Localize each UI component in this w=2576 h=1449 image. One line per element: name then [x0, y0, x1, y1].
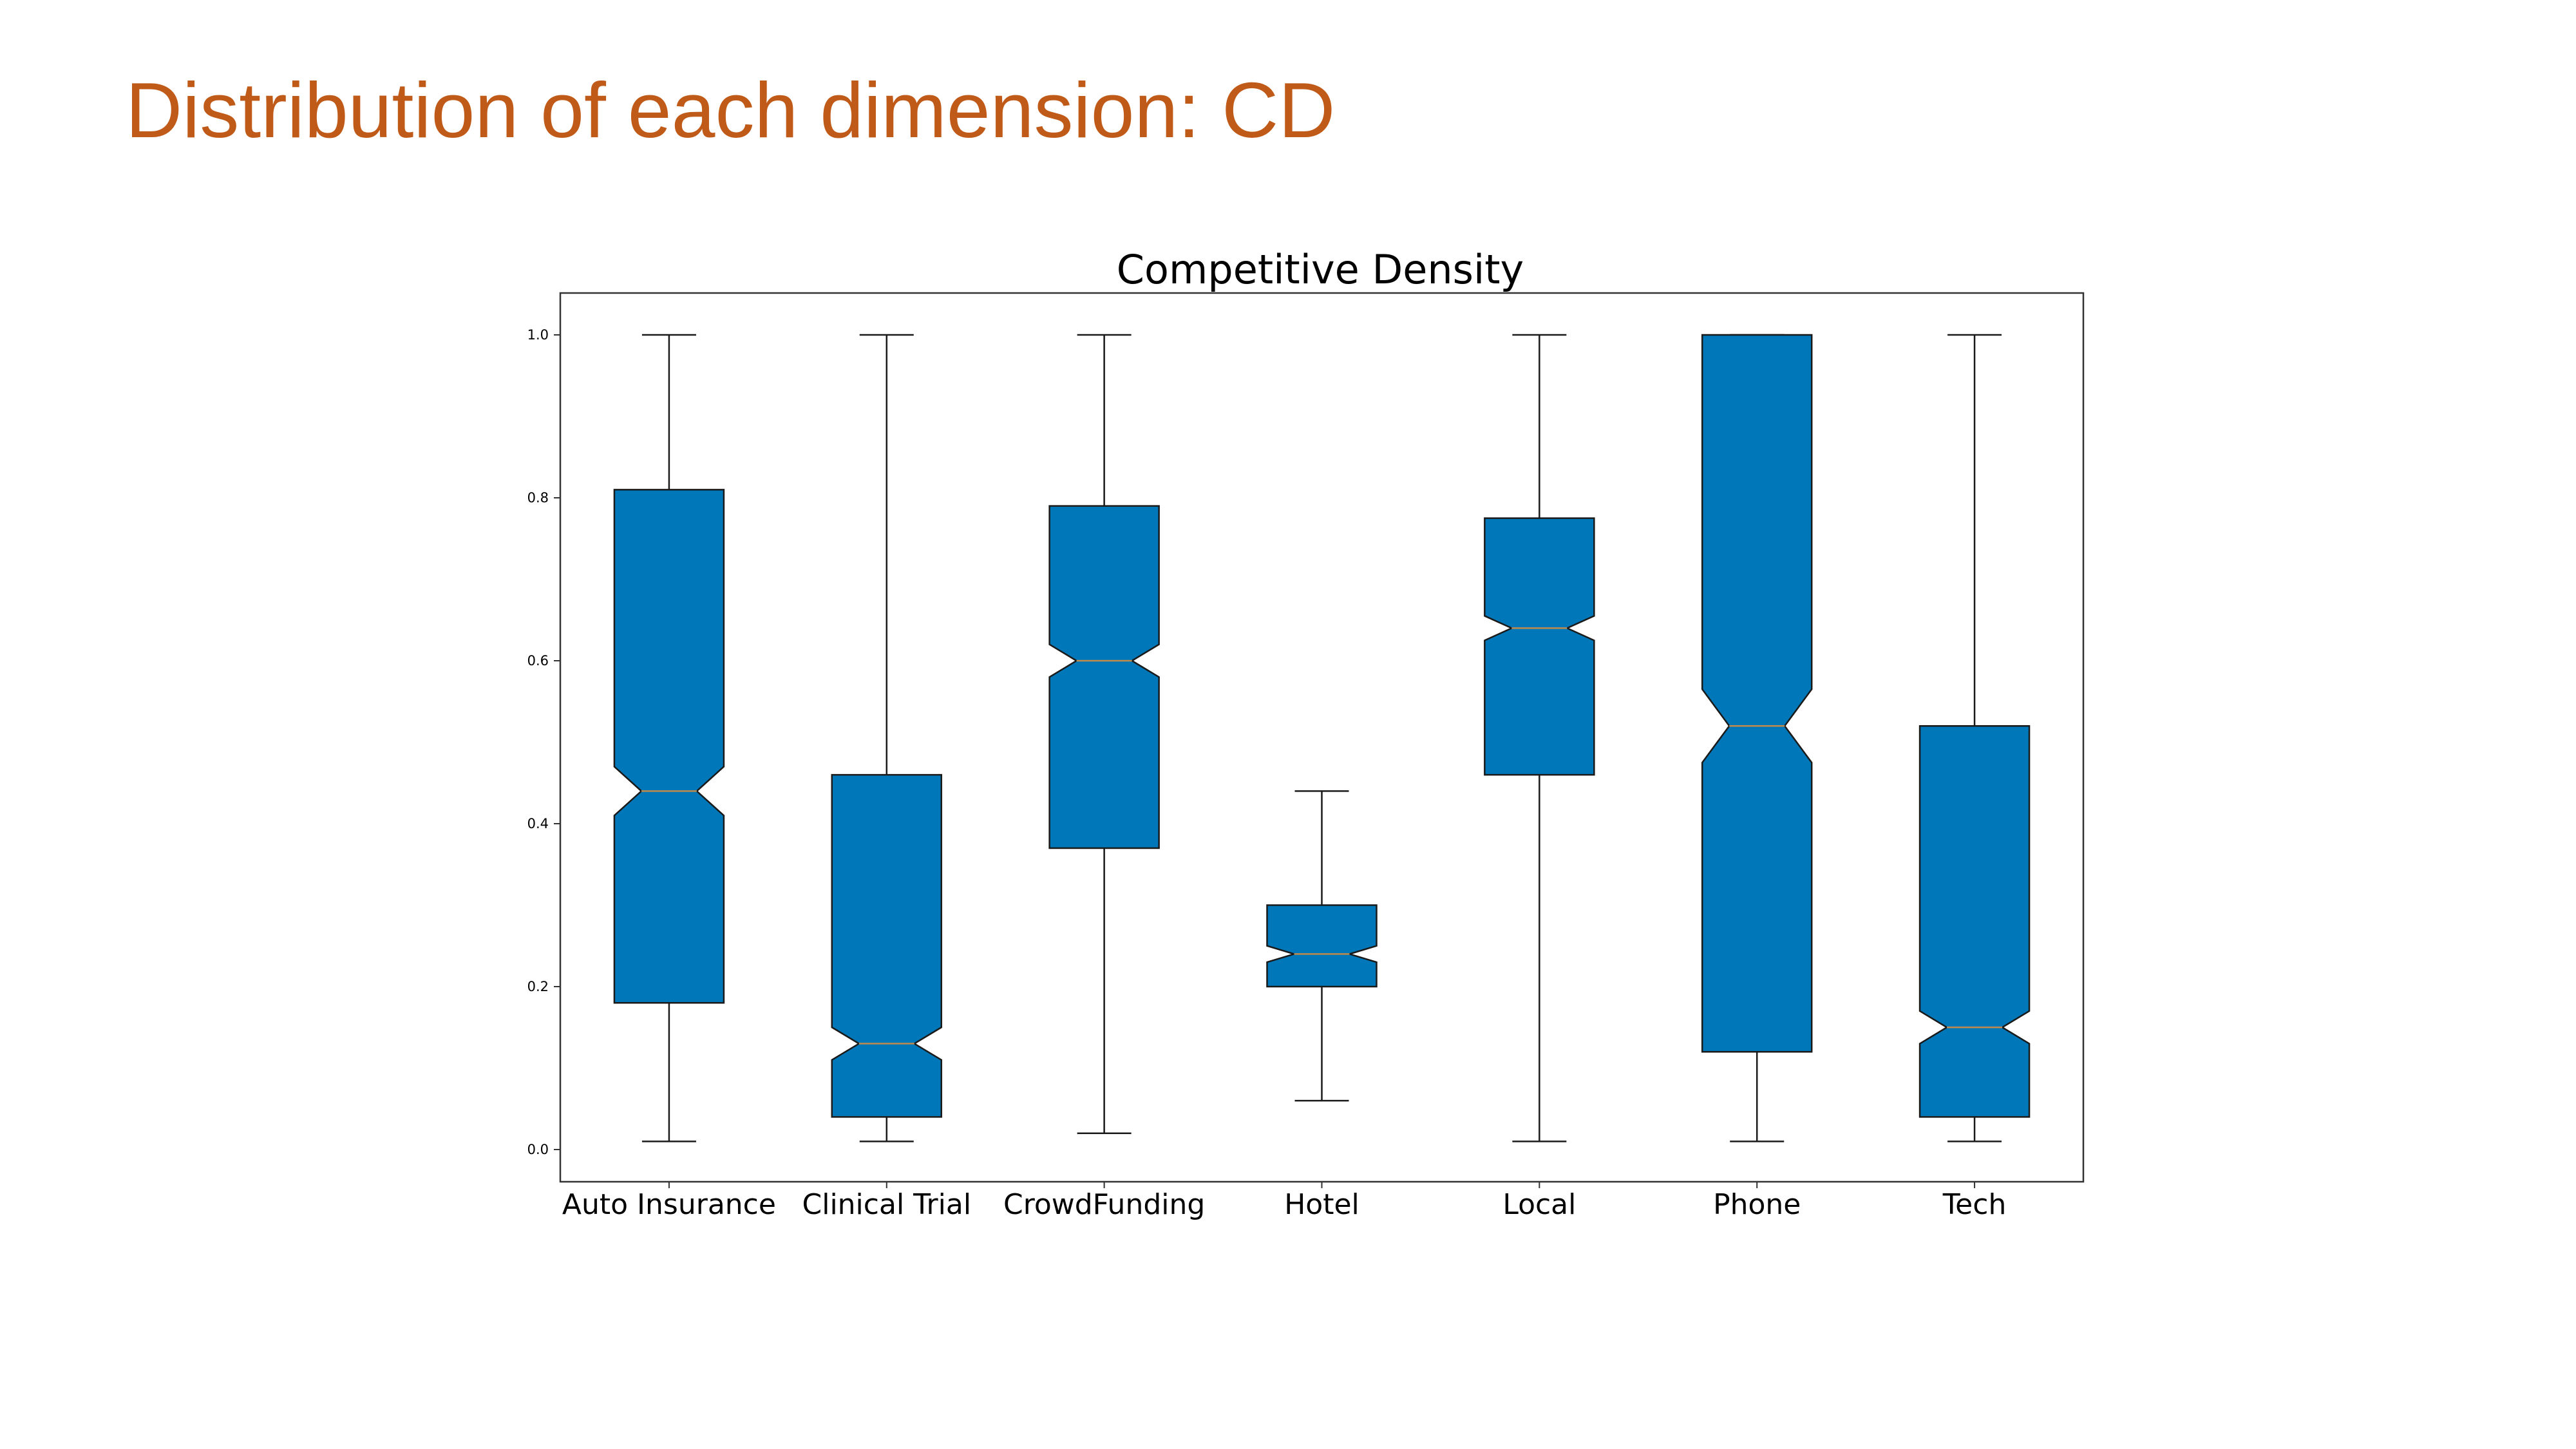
box-auto-insurance: Auto Insurance — [562, 334, 776, 1221]
x-tick-label: Auto Insurance — [562, 1188, 776, 1221]
x-tick-label: CrowdFunding — [1003, 1188, 1205, 1221]
x-tick-label: Tech — [1942, 1188, 2007, 1221]
box-body — [1484, 517, 1595, 776]
y-tick-label: 0.0 — [527, 1142, 549, 1157]
box-body — [1266, 904, 1378, 988]
box-hotel: Hotel — [1266, 790, 1378, 1221]
y-tick-label: 0.2 — [527, 979, 549, 994]
chart-title: Competitive Density — [1117, 246, 1524, 293]
plot-area: 0.0 0.2 0.4 0.6 0.8 1.0 Auto Insurance Clinical… — [527, 292, 2085, 1221]
x-tick-label: Hotel — [1284, 1188, 1359, 1221]
y-tick-label: 1.0 — [527, 327, 549, 343]
y-tick-label: 0.8 — [527, 490, 549, 506]
box-clinical-trial: Clinical Trial — [802, 334, 972, 1221]
x-tick-label: Phone — [1713, 1188, 1801, 1221]
box-body — [831, 773, 943, 1118]
box-body — [1918, 724, 2031, 1118]
slide-title: Distribution of each dimension: CD — [126, 66, 1336, 154]
box-body — [613, 489, 725, 1004]
x-tick-label: Clinical Trial — [802, 1188, 972, 1221]
box-tech: Tech — [1918, 334, 2031, 1221]
box-body — [1701, 334, 1813, 1053]
box-body — [1048, 505, 1160, 849]
y-tick-label: 0.6 — [527, 653, 549, 668]
x-tick-label: Local — [1502, 1188, 1576, 1221]
box-phone: Phone — [1701, 334, 1813, 1221]
box-crowdfunding: CrowdFunding — [1003, 334, 1205, 1221]
y-tick-label: 0.4 — [527, 816, 549, 831]
box-local: Local — [1484, 334, 1595, 1221]
